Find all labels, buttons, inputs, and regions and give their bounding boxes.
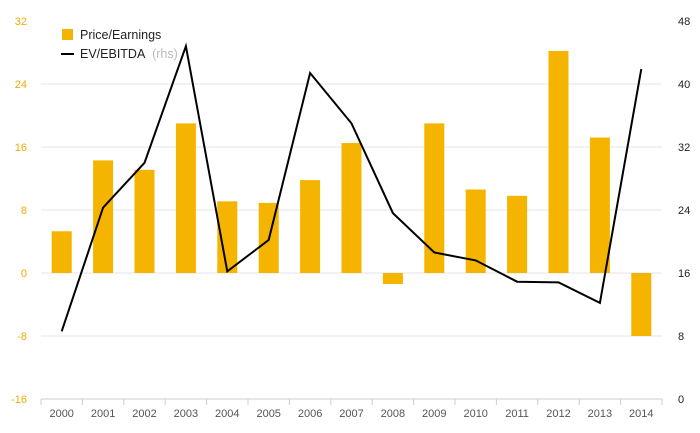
line-series — [60, 42, 643, 332]
legend: Price/Earnings EV/EBITDA (rhs) — [61, 28, 178, 61]
left-axis-tick-label: -8 — [17, 331, 27, 343]
bar-price-earnings-2003 — [175, 123, 196, 273]
right-axis-tick-label: 24 — [678, 205, 690, 217]
x-axis-tick-label: 2012 — [546, 408, 570, 420]
x-axis-tick-label: 2008 — [381, 408, 405, 420]
right-axis-tick-label: 48 — [678, 16, 690, 28]
legend-label-ev-ebitda-name: EV/EBITDA — [80, 47, 146, 61]
right-axis-tick-label: 16 — [678, 268, 690, 280]
left-axis-tick-label: 8 — [21, 205, 27, 217]
line-ev-ebitda — [60, 42, 643, 332]
x-axis-tick-label: 2000 — [49, 408, 73, 420]
left-axis-tick-label: 32 — [15, 16, 27, 28]
bar-price-earnings-2013 — [589, 137, 610, 273]
left-axis-tick-label: 0 — [21, 268, 27, 280]
bar-price-earnings-2002 — [134, 169, 155, 273]
left-axis-tick-label: 24 — [15, 79, 27, 91]
x-axis-tick-label: 2007 — [339, 408, 363, 420]
bar-price-earnings-2001 — [93, 160, 114, 273]
bar-price-earnings-2014 — [631, 273, 652, 336]
bar-price-earnings-2008 — [382, 273, 403, 285]
left-axis-tick-label: -16 — [11, 394, 27, 406]
right-axis-tick-label: 8 — [678, 331, 684, 343]
x-axis-tick-label: 2004 — [215, 408, 239, 420]
x-axis-tick-label: 2009 — [422, 408, 446, 420]
bar-price-earnings-2012 — [548, 50, 569, 273]
legend-label-price-earnings: Price/Earnings — [80, 28, 161, 42]
bar-price-earnings-2010 — [465, 189, 486, 273]
bar-series — [51, 50, 652, 336]
left-axis-tick-label: 16 — [15, 142, 27, 154]
x-axis-tick-label: 2006 — [298, 408, 322, 420]
x-axis-tick-label: 2003 — [174, 408, 198, 420]
bar-price-earnings-2006 — [300, 180, 321, 273]
legend-label-ev-ebitda-suffix: (rhs) — [152, 47, 178, 61]
legend-label-ev-ebitda: EV/EBITDA (rhs) — [80, 47, 178, 61]
x-axis-tick-label: 2011 — [505, 408, 529, 420]
bar-price-earnings-2000 — [51, 231, 72, 273]
right-axis-tick-label: 0 — [678, 394, 684, 406]
x-axis-tick-label: 2014 — [629, 408, 653, 420]
bar-price-earnings-2004 — [217, 201, 238, 273]
axes: -16 -8 0 8 16 24 32 0 8 16 24 32 40 48 2000 2001 2002 200… — [11, 16, 690, 420]
x-axis-tick-label: 2010 — [463, 408, 487, 420]
bar-price-earnings-2009 — [424, 123, 445, 273]
bar-price-earnings-2007 — [341, 143, 362, 273]
x-axis-tick-label: 2001 — [91, 408, 115, 420]
x-axis-tick-label: 2002 — [132, 408, 156, 420]
bar-price-earnings-2011 — [507, 195, 528, 273]
x-axis-tick-label: 2005 — [256, 408, 280, 420]
right-axis-tick-label: 32 — [678, 142, 690, 154]
legend-swatch-price-earnings — [62, 29, 73, 40]
right-axis-tick-label: 40 — [678, 79, 690, 91]
x-axis-tick-label: 2013 — [588, 408, 612, 420]
